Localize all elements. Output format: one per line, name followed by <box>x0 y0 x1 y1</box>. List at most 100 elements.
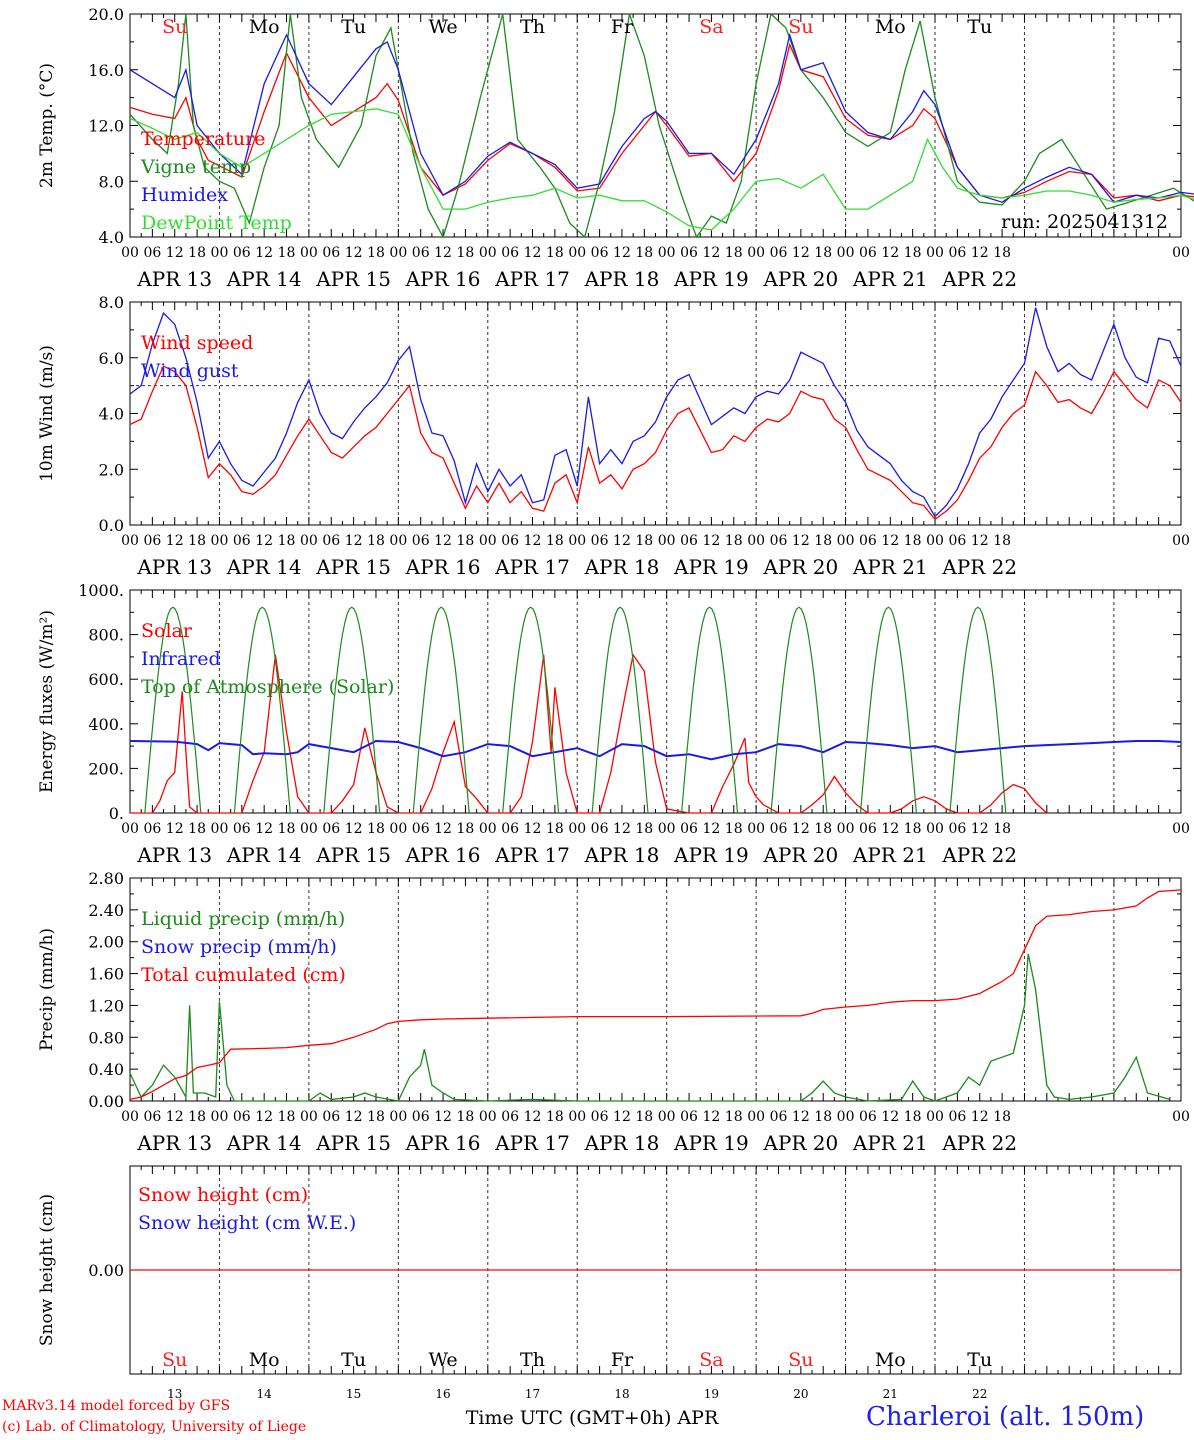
x-hour-label: 00 <box>1172 1109 1190 1125</box>
x-hour-label: 18 <box>188 533 206 549</box>
x-date-label: APR 20 <box>762 1131 838 1155</box>
x-hour-label: 00 <box>1172 821 1190 837</box>
series-line-total-cumulated-cm- <box>129 889 1182 1101</box>
x-hour-label: 00 <box>1172 533 1190 549</box>
weekday-label: Tu <box>967 1349 992 1371</box>
x-date-label: APR 19 <box>673 555 749 579</box>
x-date-label: APR 22 <box>941 843 1017 867</box>
panel-temp <box>129 12 1194 239</box>
x-hour-label: 18 <box>367 533 385 549</box>
x-hour-label: 00 <box>300 821 318 837</box>
day-number-label: 17 <box>525 1387 540 1401</box>
y-tick-label: 1.60 <box>88 965 124 984</box>
y-axis-label: 2m Temp. (°C) <box>37 63 57 188</box>
x-date-label: APR 18 <box>584 1131 660 1155</box>
station-name: Charleroi (alt. 150m) <box>866 1402 1145 1432</box>
weekday-label: Tu <box>341 1349 366 1371</box>
panel-snow <box>129 1165 1182 1375</box>
x-hour-label: 00 <box>926 533 944 549</box>
x-date-label: APR 22 <box>941 267 1017 291</box>
x-hour-label: 12 <box>613 533 631 549</box>
day-number-label: 15 <box>346 1387 361 1401</box>
x-hour-label: 12 <box>255 821 273 837</box>
y-tick-label: 4.0 <box>99 405 124 424</box>
x-date-label: APR 17 <box>494 1131 570 1155</box>
weekday-label: Tu <box>341 16 366 38</box>
y-axis-label: 10m Wind (m/s) <box>37 345 57 482</box>
x-date-label: APR 21 <box>852 555 928 579</box>
x-date-label: APR 15 <box>315 267 391 291</box>
x-hour-label: 12 <box>702 1109 720 1125</box>
weekday-label: Su <box>162 1349 187 1371</box>
y-tick-label: 0. <box>109 804 124 823</box>
x-hour-label: 06 <box>591 1109 609 1125</box>
x-hour-label: 06 <box>501 245 519 261</box>
panel-wind <box>129 301 1182 526</box>
x-hour-label: 00 <box>747 1109 765 1125</box>
day-number-label: 22 <box>972 1387 987 1401</box>
x-date-label: APR 15 <box>315 843 391 867</box>
x-hour-label: 00 <box>568 821 586 837</box>
panel-frame <box>129 13 1182 238</box>
x-hour-label: 18 <box>814 1109 832 1125</box>
weekday-label: Fr <box>611 1349 634 1371</box>
x-date-label: APR 18 <box>584 843 660 867</box>
x-hour-label: 06 <box>948 821 966 837</box>
x-hour-label: 18 <box>904 245 922 261</box>
x-hour-label: 12 <box>702 821 720 837</box>
x-hour-label: 18 <box>993 533 1011 549</box>
weekday-label: Su <box>788 1349 813 1371</box>
x-hour-label: 00 <box>658 533 676 549</box>
run-label: run: 2025041312 <box>1001 211 1168 233</box>
x-hour-label: 12 <box>971 1109 989 1125</box>
x-hour-label: 06 <box>859 533 877 549</box>
x-hour-label: 12 <box>345 533 363 549</box>
x-date-label: APR 15 <box>315 555 391 579</box>
x-hour-label: 06 <box>143 245 161 261</box>
x-hour-label: 12 <box>345 245 363 261</box>
x-hour-label: 06 <box>143 533 161 549</box>
x-date-label: APR 22 <box>941 1131 1017 1155</box>
weekday-label: Su <box>788 16 813 38</box>
x-hour-label: 00 <box>479 533 497 549</box>
x-hour-label: 12 <box>792 533 810 549</box>
x-hour-label: 00 <box>121 533 139 549</box>
x-hour-label: 12 <box>971 533 989 549</box>
x-hour-label: 06 <box>412 821 430 837</box>
x-date-label: APR 14 <box>226 555 302 579</box>
x-hour-label: 12 <box>255 1109 273 1125</box>
x-hour-label: 12 <box>166 245 184 261</box>
legend-entry: Total cumulated (cm) <box>141 964 346 986</box>
x-hour-label: 18 <box>635 1109 653 1125</box>
x-hour-label: 18 <box>457 1109 475 1125</box>
x-hour-label: 00 <box>389 821 407 837</box>
x-date-label: APR 18 <box>584 267 660 291</box>
x-hour-label: 00 <box>1172 245 1190 261</box>
x-hour-label: 00 <box>926 245 944 261</box>
x-hour-label: 18 <box>635 821 653 837</box>
x-hour-label: 06 <box>591 533 609 549</box>
x-hour-label: 18 <box>993 1109 1011 1125</box>
x-hour-label: 12 <box>792 821 810 837</box>
x-hour-label: 12 <box>702 533 720 549</box>
weekday-label: Th <box>520 1349 545 1371</box>
x-date-label: APR 19 <box>673 267 749 291</box>
x-date-label: APR 20 <box>762 843 838 867</box>
x-hour-label: 18 <box>188 245 206 261</box>
x-date-label: APR 16 <box>405 1131 481 1155</box>
x-hour-label: 18 <box>725 533 743 549</box>
x-axis-label: Time UTC (GMT+0h) APR <box>466 1407 719 1429</box>
x-hour-label: 12 <box>255 533 273 549</box>
x-date-label: APR 13 <box>136 555 212 579</box>
x-hour-label: 12 <box>434 1109 452 1125</box>
x-hour-label: 12 <box>345 1109 363 1125</box>
legend-entry: Liquid precip (mm/h) <box>141 908 345 930</box>
weekday-label: Tu <box>967 16 992 38</box>
legend-entry: Vigne temp <box>140 156 251 178</box>
y-tick-label: 12.0 <box>88 117 124 136</box>
series-line-solar <box>130 653 1048 814</box>
weekday-label: Mo <box>249 1349 280 1371</box>
x-hour-label: 12 <box>524 1109 542 1125</box>
x-hour-label: 18 <box>457 821 475 837</box>
x-hour-label: 00 <box>658 821 676 837</box>
